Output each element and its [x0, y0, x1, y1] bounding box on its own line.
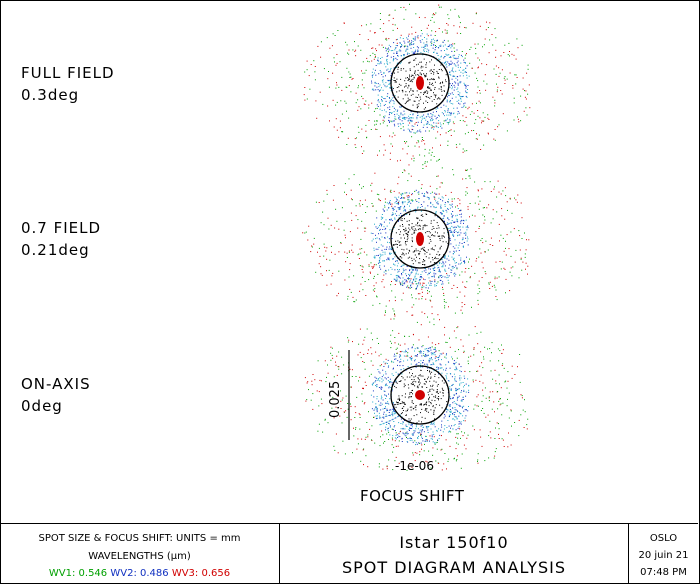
wv3-label: WV3: 0.656	[171, 568, 231, 579]
spot-core	[415, 390, 425, 400]
focus-shift-value: -1e-06	[395, 459, 434, 473]
field-label-full: FULL FIELD 0.3deg	[21, 62, 115, 106]
date: 20 juin 21	[638, 550, 689, 561]
wv2-label: WV2: 0.486	[110, 568, 169, 579]
spot-07-field	[302, 159, 530, 317]
footer: SPOT SIZE & FOCUS SHIFT: UNITS = mm WAVE…	[0, 523, 698, 583]
wv1-label: WV1: 0.546	[48, 568, 108, 579]
analysis-title: SPOT DIAGRAM ANALYSIS	[341, 558, 567, 577]
units-line: SPOT SIZE & FOCUS SHIFT: UNITS = mm	[38, 533, 241, 544]
field-angle: 0deg	[21, 397, 63, 415]
airy-disk-circle	[390, 209, 450, 269]
wavelengths-line: WAVELENGTHS (µm)	[88, 551, 191, 562]
spot-full-field	[303, 3, 531, 163]
field-label-on-axis: ON-AXIS 0deg	[21, 373, 91, 417]
focus-shift-title: FOCUS SHIFT	[360, 487, 465, 505]
spot-diagram-plot	[302, 3, 531, 471]
footer-info-box: OSLO 20 juin 21 07:48 PM	[629, 524, 698, 583]
footer-units-box: SPOT SIZE & FOCUS SHIFT: UNITS = mm WAVE…	[0, 524, 280, 583]
airy-disk-circle	[390, 53, 450, 113]
spot-core	[416, 232, 424, 246]
scale-bar-label: 0.025	[328, 380, 343, 418]
system-name: Istar 150f10	[399, 533, 509, 552]
time: 07:48 PM	[640, 567, 687, 578]
field-angle: 0.3deg	[21, 86, 80, 104]
field-name: ON-AXIS	[21, 375, 91, 393]
field-label-07: 0.7 FIELD 0.21deg	[21, 217, 101, 261]
wavelength-values: WV1: 0.546 WV2: 0.486 WV3: 0.656	[0, 568, 279, 579]
spot-core	[416, 76, 424, 90]
field-name: 0.7 FIELD	[21, 219, 102, 237]
program-name: OSLO	[649, 533, 678, 544]
spot-on-axis	[304, 314, 529, 471]
footer-title-box: Istar 150f10 SPOT DIAGRAM ANALYSIS	[280, 524, 629, 583]
airy-disk-circle	[390, 365, 450, 425]
field-name: FULL FIELD	[21, 64, 115, 82]
field-angle: 0.21deg	[21, 241, 90, 259]
